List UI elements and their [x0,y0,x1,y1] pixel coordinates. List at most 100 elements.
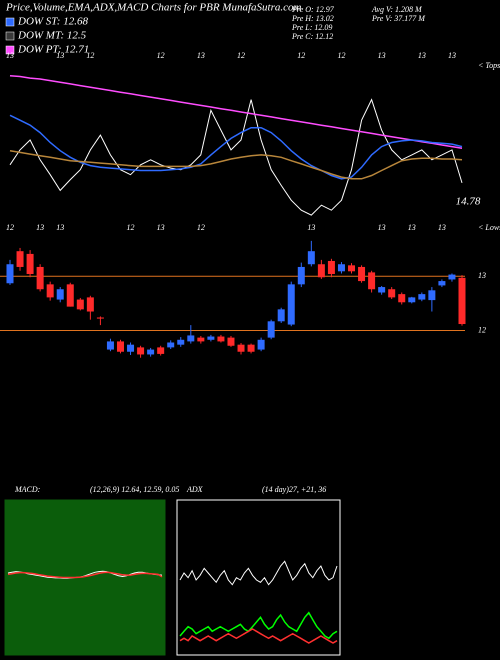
y-tick-label: 13 [478,271,486,280]
candle-body [227,337,235,346]
date-label: 13 [438,223,446,232]
date-label: 12 [86,51,94,60]
info-text: Pre C: 12.12 [291,32,333,41]
date-label: 13 [197,51,205,60]
candle-body [438,281,446,286]
panel-bg [4,499,166,656]
candle-body [66,284,74,307]
candle-body [6,264,14,284]
date-label: 13 [6,51,14,60]
candle-body [358,266,366,282]
candle-body [237,344,245,352]
info-text: Pre L: 12.09 [291,23,332,32]
panel-title: ADX [186,485,204,494]
date-label: 13 [378,223,386,232]
candle-body [388,289,396,298]
candle-body [167,342,175,348]
candle-body [86,297,94,312]
date-label: 12 [6,223,14,232]
page-title: Price,Volume,EMA,ADX,MACD Charts for PBR… [5,2,301,14]
candle-body [307,251,315,265]
candle-body [46,284,54,298]
date-label: 12 [157,51,165,60]
date-label: 12 [127,223,135,232]
date-label: 12 [337,51,345,60]
candle-body [368,272,376,290]
date-label: 13 [56,51,64,60]
candle-body [317,264,325,278]
date-label: 12 [237,51,245,60]
panel-subtitle: (14 day)27, +21, 36 [262,485,326,494]
candle-body [327,260,335,275]
legend-label: DOW ST: 12.68 [17,16,88,28]
date-label: 13 [418,51,426,60]
candle-body [127,344,135,352]
candle-body [287,284,295,325]
panel-title: MACD: [14,485,41,494]
candle-body [458,277,466,325]
candle-body [16,251,24,267]
candle-body [187,335,195,342]
candle-body [277,309,285,322]
date-label: 13 [157,223,165,232]
date-label: 12 [197,223,205,232]
date-label: 12 [297,51,305,60]
candle-body [217,336,225,342]
candle-body [26,253,34,275]
candle-body [418,294,426,300]
legend-label: DOW PT: 12.71 [17,44,89,56]
candle-body [76,299,84,310]
candle-body [177,339,185,345]
candle-body [96,317,104,319]
info-text: Pre H: 13.02 [291,14,334,23]
candle-body [408,297,416,303]
date-label: 13 [307,223,315,232]
candle-body [116,341,124,352]
candle-body [297,266,305,285]
candle-body [36,266,44,290]
series-line [9,74,463,150]
candle-body [337,264,345,272]
candle-body [106,341,114,350]
date-label: 13 [448,51,456,60]
tops-label: < Tops [478,61,500,70]
candle-body [257,339,265,350]
series-line [179,611,338,640]
series-line [9,114,463,180]
date-label: 13 [36,223,44,232]
series-line [179,560,338,586]
lows-label: < Lows [478,223,500,232]
candle-body [207,336,215,340]
candle-body [448,274,456,280]
y-tick-label: 12 [478,325,486,334]
series-line [179,628,338,644]
info-text: Avg V: 1.208 M [371,5,423,14]
price-annotation: 14.78 [456,195,481,207]
legend-label: DOW MT: 12.5 [17,30,87,42]
candle-body [157,347,165,354]
legend-swatch [5,45,15,55]
info-text: Pre V: 37.177 M [371,14,426,23]
candle-body [197,337,205,342]
legend-swatch [5,31,15,41]
info-text: Pre O: 12.97 [291,5,335,14]
candle-body [137,347,145,355]
candle-body [378,287,386,293]
candle-body [348,265,356,272]
candle-body [56,289,64,300]
candle-body [398,294,406,303]
series-line [9,149,463,180]
series-line [7,571,163,579]
legend-swatch [5,17,15,27]
candle-body [428,290,436,301]
date-label: 13 [378,51,386,60]
series-line [9,98,463,216]
panel-subtitle: (12,26,9) 12.64, 12.59, 0.05 [90,485,179,494]
date-label: 13 [56,223,64,232]
candle-body [247,344,255,352]
candle-body [147,349,155,355]
candle-body [267,321,275,338]
date-label: 13 [408,223,416,232]
